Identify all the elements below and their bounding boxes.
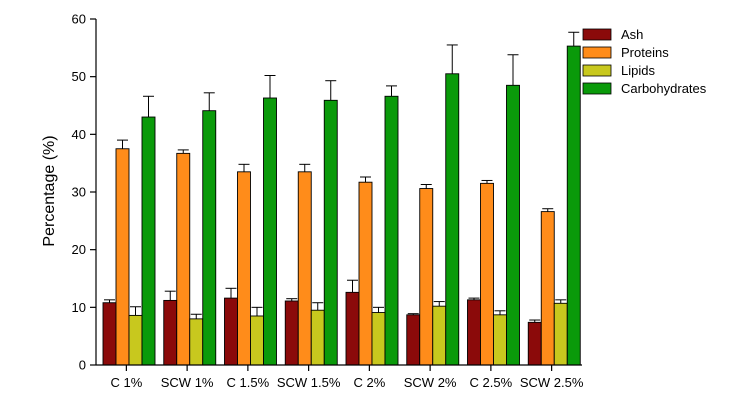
legend-swatch: [582, 28, 612, 41]
y-tick-label: 20: [72, 242, 86, 257]
bar-proteins: [419, 188, 434, 366]
bar-group: [345, 85, 399, 366]
bar-lipids: [250, 315, 264, 366]
bar-lipids: [371, 312, 386, 366]
legend-label: Lipids: [621, 63, 655, 78]
bar-proteins: [358, 181, 373, 366]
bar-group: [102, 95, 156, 366]
bar-carbohydrates: [263, 97, 277, 366]
y-tick-label: 40: [72, 127, 86, 142]
bar-group: [406, 44, 460, 366]
bar-group: [284, 80, 338, 366]
legend-item: Proteins: [582, 45, 669, 60]
bar-proteins: [480, 182, 494, 366]
x-tick-label: C 2.5%: [470, 375, 513, 390]
bar-group: [224, 75, 277, 366]
legend-item: Lipids: [582, 63, 655, 78]
bar-ash: [224, 297, 238, 366]
y-tick-label: 30: [72, 185, 86, 200]
x-tick-label: SCW 1%: [161, 375, 214, 390]
bar-ash: [345, 291, 360, 366]
bar-lipids: [493, 314, 507, 366]
bar-ash: [406, 314, 421, 366]
x-tick-label: SCW 1.5%: [277, 375, 341, 390]
legend-swatch: [582, 46, 612, 59]
bar-carbohydrates: [202, 110, 217, 366]
bar-proteins: [176, 152, 191, 366]
bar-carbohydrates: [384, 95, 399, 366]
bar-proteins: [297, 171, 312, 366]
bar-group: [527, 31, 581, 366]
legend: Ash Proteins Lipids Carbohydrates: [582, 27, 707, 96]
bar-lipids: [432, 305, 447, 366]
y-tick-label: 10: [72, 300, 86, 315]
legend-swatch: [582, 82, 612, 95]
bar-group: [467, 54, 520, 366]
bar-carbohydrates: [323, 99, 338, 366]
bar-ash: [467, 299, 481, 366]
bar-lipids: [553, 302, 568, 366]
legend-item: Carbohydrates: [582, 81, 707, 96]
bars: [102, 31, 581, 366]
bar-proteins: [115, 148, 130, 366]
bar-group: [163, 92, 217, 366]
bar-carbohydrates: [141, 116, 156, 366]
bar-carbohydrates: [445, 73, 460, 366]
legend-item: Ash: [582, 27, 643, 42]
y-tick-label: 60: [72, 12, 86, 27]
bar-ash: [527, 321, 542, 366]
x-tick-label: C 2%: [353, 375, 385, 390]
y-axis-title: Percentage (%): [41, 135, 58, 246]
x-axis: C 1% SCW 1% C 1.5% SCW 1.5% C 2% SCW 2% C 2.5%…: [96, 364, 584, 390]
bar-ash: [102, 302, 117, 366]
x-tick-label: C 1.5%: [227, 375, 270, 390]
bar-ash: [163, 299, 178, 366]
legend-label: Proteins: [621, 45, 669, 60]
legend-swatch: [582, 64, 612, 77]
y-tick-label: 0: [79, 358, 86, 373]
bar-carbohydrates: [566, 45, 581, 366]
y-tick-label: 50: [72, 69, 86, 84]
bar-lipids: [189, 318, 204, 366]
x-tick-label: C 1%: [110, 375, 142, 390]
legend-label: Carbohydrates: [621, 81, 707, 96]
x-tick-label: SCW 2.5%: [520, 375, 584, 390]
y-axis: 0 10 20 30 40 50 60: [72, 12, 97, 373]
bar-proteins: [237, 171, 251, 366]
legend-label: Ash: [621, 27, 643, 42]
bar-lipids: [310, 309, 325, 366]
x-tick-label: SCW 2%: [404, 375, 457, 390]
bar-carbohydrates: [506, 84, 520, 366]
bar-ash: [284, 300, 299, 366]
bar-proteins: [540, 211, 555, 366]
bar-lipids: [128, 314, 143, 366]
